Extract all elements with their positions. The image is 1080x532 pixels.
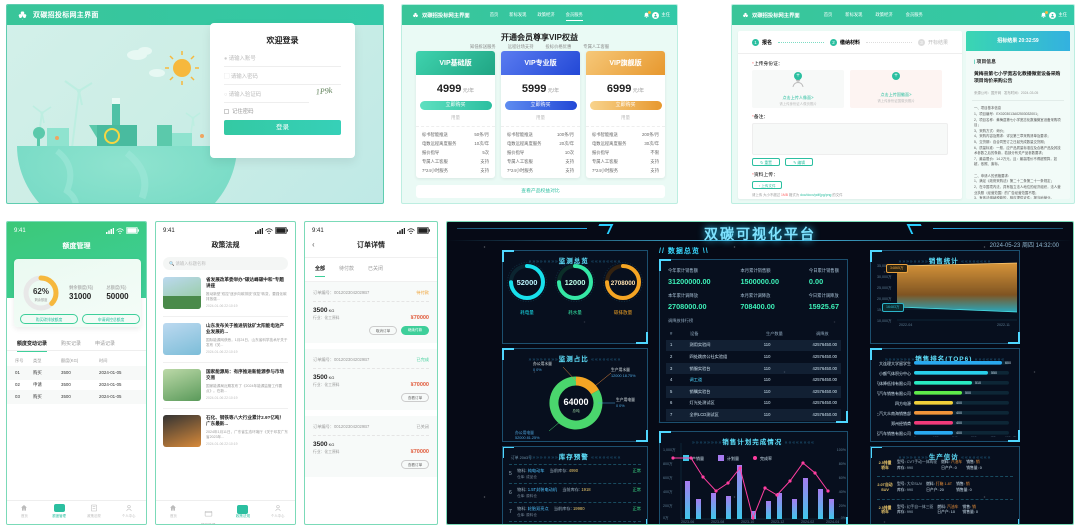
svg-text:100%: 100% [837, 448, 846, 452]
svg-text:开发远汽车销售有限公司: 开发远汽车销售有限公司 [877, 430, 911, 436]
svg-text:总吨: 总吨 [572, 408, 580, 413]
svg-text:550: 550 [991, 371, 997, 375]
svg-text:500: 500 [965, 391, 971, 395]
svg-text:25,000万: 25,000万 [877, 286, 892, 290]
svg-text:2023-12: 2023-12 [771, 520, 784, 523]
svg-text:0 0%: 0 0% [616, 404, 625, 408]
svg-text:12000 18.75%: 12000 18.75% [611, 374, 636, 378]
svg-text:万: 万 [1013, 436, 1017, 437]
svg-text:0: 0 [914, 436, 916, 437]
svg-text:20%: 20% [839, 504, 846, 508]
svg-text:0万: 0万 [663, 516, 669, 520]
svg-text:62%: 62% [33, 287, 49, 296]
svg-text:80%: 80% [839, 462, 846, 466]
svg-text:办公用水量: 办公用水量 [533, 361, 552, 366]
svg-text:完成率: 完成率 [760, 455, 772, 461]
svg-text:剩余额度: 剩余额度 [35, 297, 49, 302]
svg-text:600万: 600万 [663, 476, 673, 480]
svg-text:小额气体积分中心: 小额气体积分中心 [879, 370, 911, 376]
svg-text:气体降低排有限公司: 气体降低排有限公司 [877, 380, 911, 386]
svg-text:120: 120 [933, 436, 939, 437]
svg-text:2022-04: 2022-04 [899, 323, 912, 327]
svg-text:2023-06: 2023-06 [681, 520, 694, 523]
svg-text:400: 400 [956, 421, 962, 425]
svg-text:400: 400 [956, 411, 962, 415]
svg-text:计划量: 计划量 [727, 455, 739, 461]
svg-text:2024-04: 2024-04 [826, 520, 839, 523]
svg-text:30,000万: 30,000万 [877, 275, 892, 279]
svg-text:800万: 800万 [663, 462, 673, 466]
svg-text:200万: 200万 [663, 504, 673, 508]
svg-text:2022-11: 2022-11 [997, 323, 1010, 327]
svg-text:360: 360 [971, 436, 977, 437]
svg-text:52000: 52000 [517, 278, 538, 287]
svg-text:0%: 0% [841, 516, 846, 520]
svg-text:12000: 12000 [565, 278, 586, 287]
svg-text:办公用电量: 办公用电量 [515, 430, 534, 435]
svg-text:600: 600 [1005, 361, 1011, 365]
svg-text:400万: 400万 [663, 490, 673, 494]
svg-text:产销量: 产销量 [692, 455, 704, 461]
svg-text:10,000万: 10,000万 [877, 319, 892, 323]
svg-text:20,000万: 20,000万 [877, 297, 892, 301]
svg-text:四方电源: 四方电源 [895, 400, 911, 406]
svg-text:上汽大众南海销售部: 上汽大众南海销售部 [877, 410, 911, 416]
svg-text:重庆重汽汽车销售有限公司: 重庆重汽汽车销售有限公司 [877, 390, 911, 396]
svg-text:大连理大学留学生: 大连理大学留学生 [879, 360, 911, 366]
svg-text:0 0%: 0 0% [533, 368, 542, 372]
svg-text:510: 510 [975, 381, 981, 385]
svg-text:2023-10: 2023-10 [741, 520, 754, 523]
svg-text:600: 600 [1005, 436, 1011, 437]
svg-text:52000 81.25%: 52000 81.25% [515, 436, 540, 439]
svg-text:生产用电量: 生产用电量 [616, 397, 635, 402]
svg-text:2023-08: 2023-08 [711, 520, 724, 523]
svg-text:240: 240 [952, 436, 958, 437]
svg-text:60%: 60% [839, 476, 846, 480]
svg-text:郑州经销商: 郑州经销商 [891, 420, 911, 426]
svg-text:2024-02: 2024-02 [801, 520, 814, 523]
svg-text:生产用水量: 生产用水量 [611, 367, 630, 372]
svg-text:1,000万: 1,000万 [663, 448, 676, 452]
svg-text:40%: 40% [839, 490, 846, 494]
svg-text:2708000: 2708000 [611, 280, 636, 287]
svg-text:64000: 64000 [563, 397, 588, 407]
svg-text:480: 480 [990, 436, 996, 437]
svg-text:400: 400 [956, 431, 962, 435]
svg-text:400: 400 [956, 401, 962, 405]
